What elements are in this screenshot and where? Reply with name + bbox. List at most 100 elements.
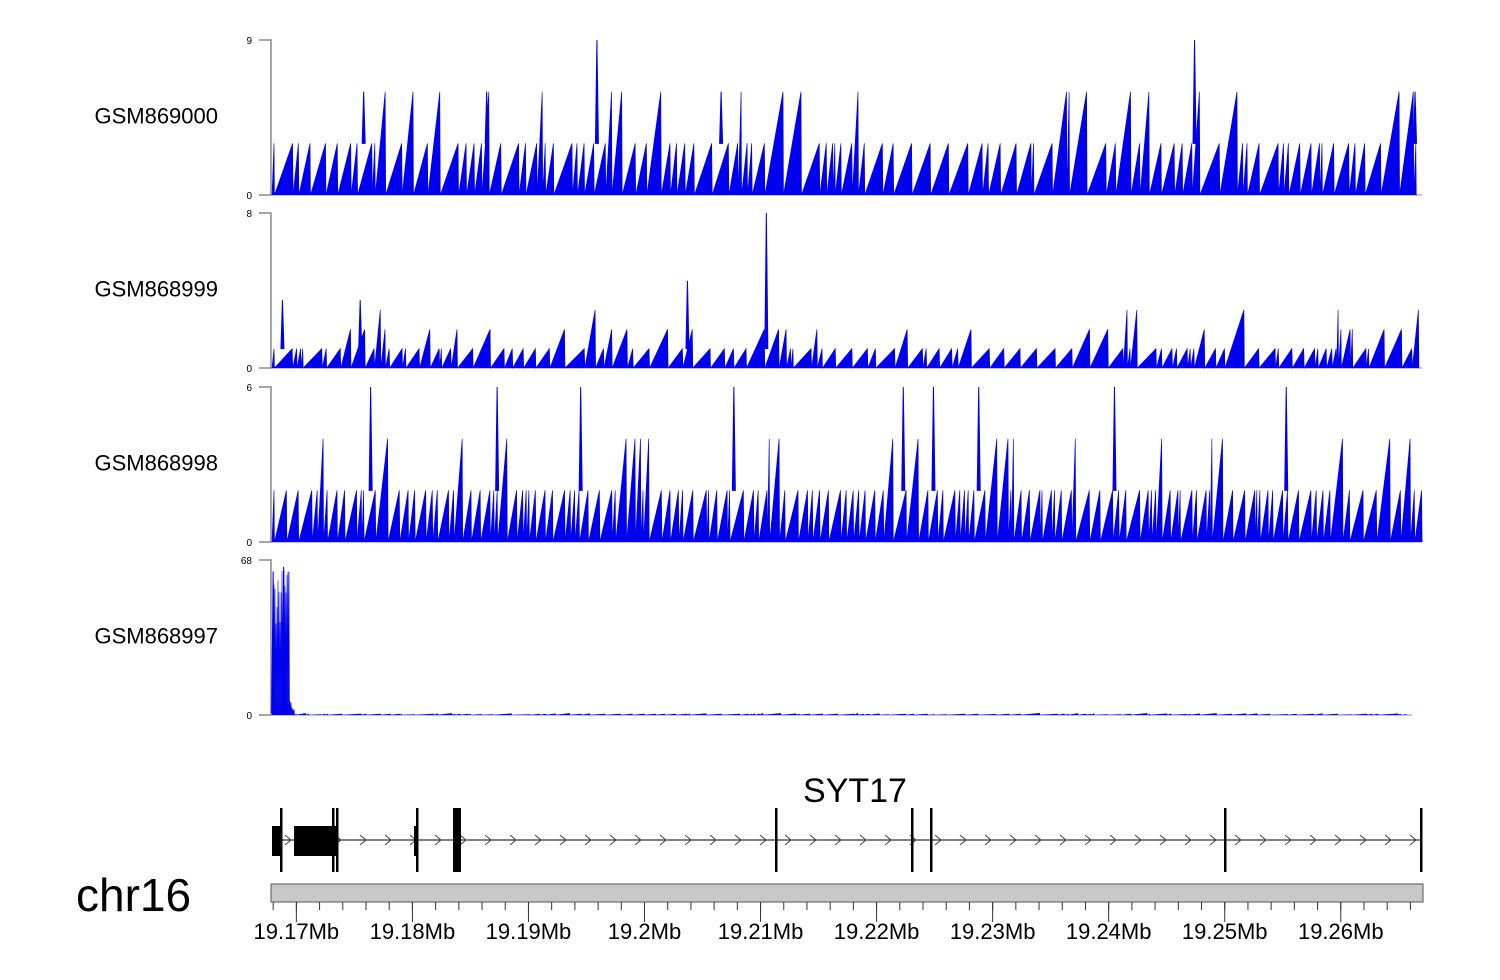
y-max-label: 68 bbox=[241, 556, 253, 567]
strand-arrow bbox=[1359, 834, 1367, 846]
exon bbox=[1224, 808, 1227, 872]
track-label: GSM868998 bbox=[94, 450, 218, 475]
signal-area bbox=[271, 438, 1423, 543]
exon bbox=[416, 808, 419, 872]
strand-arrow bbox=[1309, 834, 1317, 846]
strand-arrow bbox=[834, 834, 842, 846]
signal-peak bbox=[484, 91, 489, 144]
track-GSM869000: GSM869000 9 0 bbox=[94, 36, 1422, 202]
strand-arrow bbox=[1034, 834, 1042, 846]
strand-arrow bbox=[734, 834, 742, 846]
y-min-label: 0 bbox=[246, 711, 252, 722]
signal-peak bbox=[361, 91, 366, 144]
strand-arrow bbox=[1184, 834, 1192, 846]
signal-peak bbox=[931, 386, 936, 491]
gene-label: SYT17 bbox=[803, 772, 907, 810]
x-tick-label: 19.26Mb bbox=[1298, 919, 1384, 944]
y-axis bbox=[259, 386, 272, 543]
strand-arrow bbox=[459, 834, 467, 846]
strand-arrow bbox=[384, 834, 392, 846]
strand-arrow bbox=[1159, 834, 1167, 846]
data-tracks: GSM86900090GSM86899980GSM86899860GSM8689… bbox=[94, 36, 1423, 722]
signal-peak bbox=[358, 300, 363, 350]
y-axis bbox=[259, 39, 272, 196]
signal-peak bbox=[1413, 91, 1418, 144]
exon bbox=[272, 826, 280, 856]
signal-peak bbox=[764, 212, 769, 350]
x-tick-label: 19.17Mb bbox=[254, 919, 340, 944]
ideogram-bar bbox=[270, 883, 1424, 903]
strand-arrow bbox=[809, 834, 817, 846]
strand-arrow bbox=[709, 834, 717, 846]
y-max-label: 6 bbox=[246, 383, 252, 394]
strand-arrow bbox=[609, 834, 617, 846]
exon bbox=[332, 808, 335, 872]
signal-area bbox=[271, 569, 1412, 716]
strand-arrow bbox=[284, 834, 292, 846]
strand-arrow bbox=[559, 834, 567, 846]
x-tick-label: 19.25Mb bbox=[1182, 919, 1268, 944]
signal-peak bbox=[495, 386, 500, 491]
x-tick-label: 19.21Mb bbox=[718, 919, 804, 944]
strand-arrow bbox=[1384, 834, 1392, 846]
exon bbox=[775, 808, 778, 872]
track-GSM868999: GSM868999 8 0 bbox=[94, 209, 1422, 375]
exon bbox=[280, 808, 283, 872]
exon bbox=[911, 808, 914, 872]
strand-arrow bbox=[1009, 834, 1017, 846]
strand-arrow bbox=[759, 834, 767, 846]
strand-arrow bbox=[1284, 834, 1292, 846]
x-tick-label: 19.18Mb bbox=[370, 919, 456, 944]
strand-arrow bbox=[684, 834, 692, 846]
y-min-label: 0 bbox=[246, 364, 252, 375]
strand-arrow bbox=[959, 834, 967, 846]
y-min-label: 0 bbox=[246, 538, 252, 549]
signal-peak bbox=[1112, 386, 1117, 491]
track-GSM868997: GSM868997 68 0 bbox=[94, 556, 1412, 722]
strand-arrow bbox=[1234, 834, 1242, 846]
x-tick-label: 19.2Mb bbox=[608, 919, 681, 944]
y-min-label: 0 bbox=[246, 191, 252, 202]
signal-area bbox=[271, 91, 1422, 196]
genome-axis: chr16 19.17Mb 19.18Mb 19.19Mb 19.2Mb 19.21Mb… bbox=[76, 869, 1424, 944]
strand-arrow bbox=[434, 834, 442, 846]
strand-arrow bbox=[1334, 834, 1342, 846]
track-label: GSM869000 bbox=[94, 103, 218, 128]
signal-area bbox=[271, 309, 1422, 370]
signal-peak bbox=[685, 280, 690, 350]
signal-peak bbox=[731, 386, 736, 491]
strand-arrow bbox=[984, 834, 992, 846]
x-tick-label: 19.22Mb bbox=[834, 919, 920, 944]
strand-arrow bbox=[659, 834, 667, 846]
strand-arrow bbox=[1109, 834, 1117, 846]
strand-arrow bbox=[884, 834, 892, 846]
strand-arrow bbox=[509, 834, 517, 846]
track-label: GSM868999 bbox=[94, 276, 218, 301]
strand-arrow bbox=[1259, 834, 1267, 846]
signal-peak bbox=[901, 386, 906, 491]
track-label: GSM868997 bbox=[94, 623, 218, 648]
y-axis bbox=[259, 559, 272, 716]
signal-peak bbox=[1284, 386, 1289, 491]
strand-arrow bbox=[784, 834, 792, 846]
strand-arrow bbox=[359, 834, 367, 846]
strand-arrow bbox=[1084, 834, 1092, 846]
exon bbox=[336, 808, 339, 872]
signal-peak bbox=[719, 91, 724, 144]
strand-arrow bbox=[584, 834, 592, 846]
chromosome-label: chr16 bbox=[76, 869, 191, 921]
strand-arrow bbox=[534, 834, 542, 846]
exon bbox=[453, 808, 461, 872]
y-max-label: 8 bbox=[246, 209, 252, 220]
x-tick-label: 19.24Mb bbox=[1066, 919, 1152, 944]
signal-peak bbox=[578, 386, 583, 491]
signal-peak bbox=[976, 386, 981, 491]
signal-peak bbox=[368, 386, 373, 491]
gene-model-track: SYT17 bbox=[272, 772, 1423, 872]
exon bbox=[294, 826, 337, 856]
signal-peak bbox=[594, 39, 599, 144]
strand-arrow bbox=[934, 834, 942, 846]
signal-peak bbox=[280, 300, 285, 350]
signal-peak bbox=[271, 571, 276, 714]
